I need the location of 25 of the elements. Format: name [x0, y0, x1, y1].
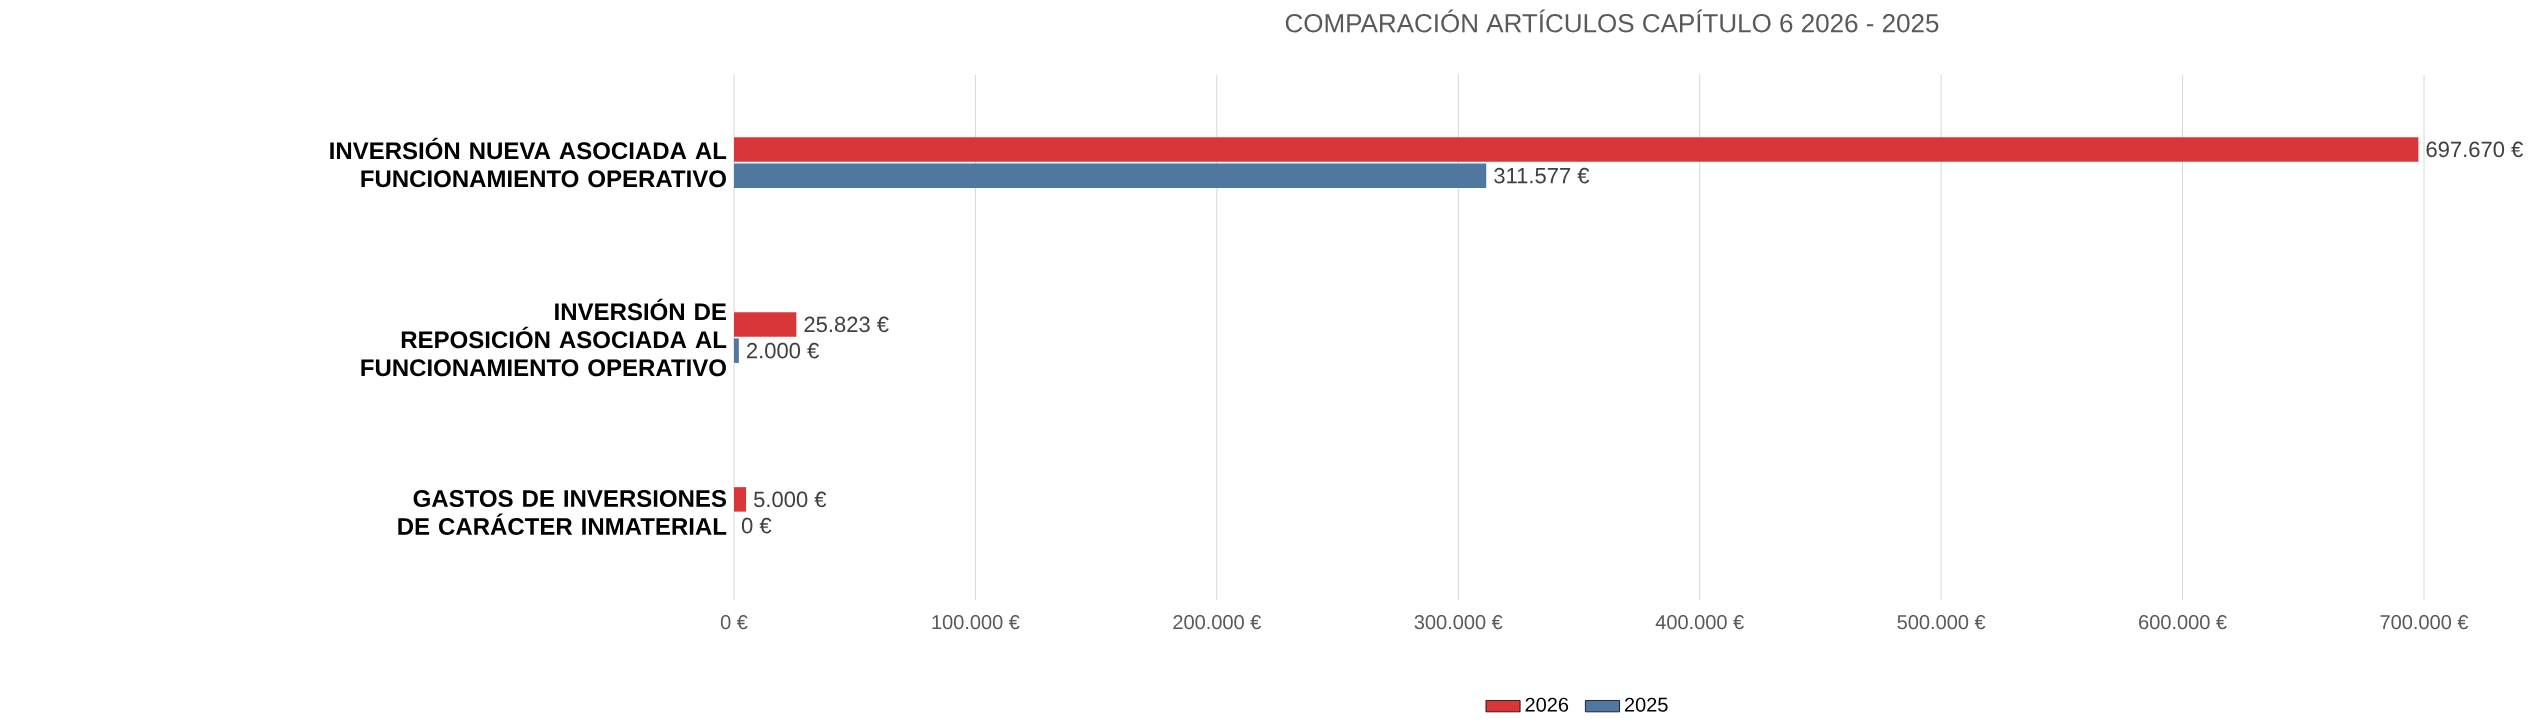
bar: [734, 487, 747, 512]
bar: [734, 338, 739, 363]
x-tick-label: 500.000 €: [1897, 615, 1986, 630]
data-label: 2.000 €: [747, 342, 819, 359]
bar: [734, 312, 797, 337]
data-label: 5.000 €: [754, 491, 827, 508]
bar: [734, 137, 2419, 162]
x-tick-label: 600.000 €: [2139, 615, 2227, 630]
legend-label: 2026: [1525, 697, 1569, 712]
y-tick-label: GASTOS DE INVERSIONES DE CARÁCTER INMATERIAL: [398, 490, 727, 535]
legend-label: 2025: [1624, 697, 1668, 712]
data-label: 0 €: [741, 517, 772, 534]
data-label: 25.823 €: [804, 316, 889, 333]
bar: [734, 163, 1487, 188]
data-label: 311.577 €: [1494, 167, 1590, 184]
x-tick-label: 0 €: [720, 615, 748, 630]
y-tick-label: INVERSIÓN NUEVA ASOCIADA AL FUNCIONAMIENTO OPERATIVO: [330, 137, 727, 188]
x-tick-label: 400.000 €: [1655, 615, 1744, 630]
chart-title: COMPARACIÓN ARTÍCULOS CAPÍTULO 6 2026 - 2025: [1285, 9, 1939, 33]
x-tick-label: 300.000 €: [1414, 615, 1503, 630]
x-tick-label: 700.000 €: [2380, 615, 2469, 630]
x-tick-label: 200.000 €: [1173, 615, 1262, 630]
data-label: 697.670 €: [2426, 141, 2523, 158]
x-tick-label: 100.000 €: [932, 615, 1020, 630]
y-tick-label: INVERSIÓN DE REPOSICIÓN ASOCIADA AL FUNCIONAMIENTO OPERATIVO: [361, 298, 727, 377]
